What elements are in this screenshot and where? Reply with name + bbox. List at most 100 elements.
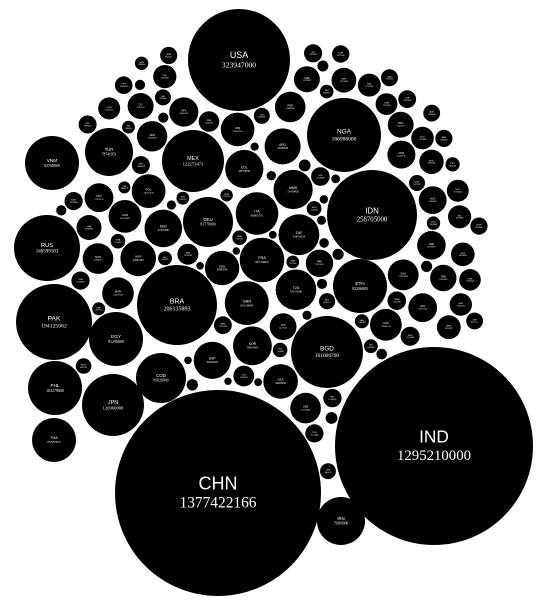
- bubble-nam[interactable]: [319, 195, 329, 204]
- bubble-mda[interactable]: [316, 278, 328, 289]
- bubble-chn[interactable]: CHN 1377422166: [115, 390, 321, 596]
- bubble-pri[interactable]: [134, 79, 146, 90]
- bubble-ltu[interactable]: [166, 200, 176, 210]
- bubble-jam[interactable]: [317, 215, 326, 225]
- bubble-bih[interactable]: [158, 112, 169, 123]
- bubble-svn[interactable]: [268, 230, 277, 239]
- bubble-lso[interactable]: [196, 262, 204, 270]
- bubble-gmb[interactable]: [232, 247, 240, 255]
- bubble-pan[interactable]: [317, 60, 329, 72]
- bubble-mkd[interactable]: [254, 378, 262, 387]
- bubble-mng[interactable]: [319, 238, 329, 248]
- bubble-irl[interactable]: [325, 412, 338, 424]
- bubble-geo[interactable]: [376, 348, 388, 360]
- bubble-ind[interactable]: IND 1295210000: [335, 347, 533, 545]
- bubble-alb[interactable]: [302, 310, 312, 320]
- bubble-nzl[interactable]: [298, 159, 311, 172]
- bubble-arm[interactable]: [266, 171, 276, 181]
- bubble-kwt[interactable]: [421, 260, 433, 272]
- bubble-omn[interactable]: [186, 379, 198, 391]
